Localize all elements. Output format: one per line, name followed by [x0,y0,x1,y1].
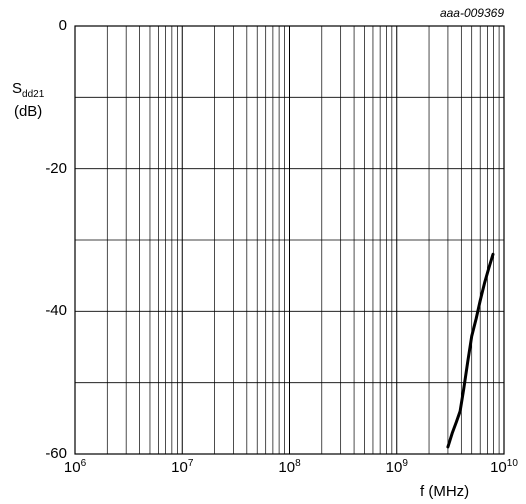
chart-id-label: aaa-009369 [439,6,504,20]
x-tick-label: 107 [171,458,194,476]
x-axis-label: f (MHz) [420,483,470,500]
plot-area-border [74,25,505,455]
series-line [446,252,495,449]
y-axis-label-main: S [12,80,23,97]
x-tick-label: 109 [385,458,408,476]
y-tick-label: -20 [45,159,67,177]
y-tick-label: 0 [58,17,67,34]
y-axis-label: Sdd21 (dB) [12,80,44,120]
y-axis-label-sub: dd21 [22,89,45,100]
y-axis-label-unit: (dB) [13,103,43,120]
x-tick-label: 106 [63,458,87,476]
x-tick-label: 108 [278,458,301,476]
y-tick-label: -40 [45,302,67,320]
series-group [446,252,495,449]
x-tick-label: 1010 [490,458,518,476]
y-tick-label: -60 [45,445,67,462]
grid-lines [75,26,504,454]
